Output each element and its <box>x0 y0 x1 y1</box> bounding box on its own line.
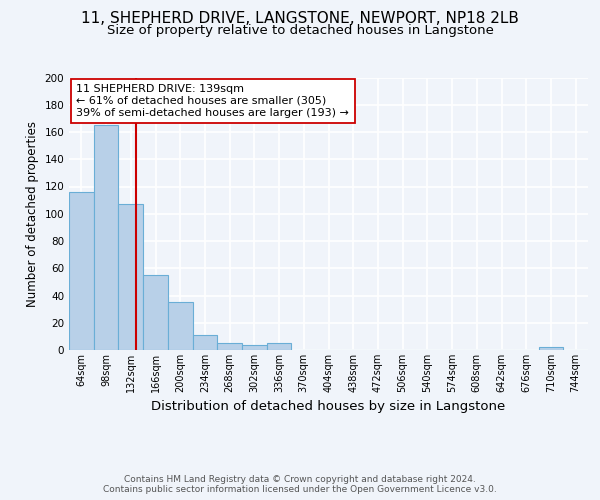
Bar <box>539 348 563 350</box>
X-axis label: Distribution of detached houses by size in Langstone: Distribution of detached houses by size … <box>151 400 506 413</box>
Bar <box>69 192 94 350</box>
Y-axis label: Number of detached properties: Number of detached properties <box>26 120 39 306</box>
Bar <box>217 343 242 350</box>
Text: Contains HM Land Registry data © Crown copyright and database right 2024.
Contai: Contains HM Land Registry data © Crown c… <box>103 474 497 494</box>
Bar <box>118 204 143 350</box>
Text: Size of property relative to detached houses in Langstone: Size of property relative to detached ho… <box>107 24 493 37</box>
Bar <box>143 275 168 350</box>
Bar <box>242 344 267 350</box>
Bar <box>267 343 292 350</box>
Text: 11 SHEPHERD DRIVE: 139sqm
← 61% of detached houses are smaller (305)
39% of semi: 11 SHEPHERD DRIVE: 139sqm ← 61% of detac… <box>76 84 349 117</box>
Bar <box>193 335 217 350</box>
Text: 11, SHEPHERD DRIVE, LANGSTONE, NEWPORT, NP18 2LB: 11, SHEPHERD DRIVE, LANGSTONE, NEWPORT, … <box>81 11 519 26</box>
Bar <box>94 125 118 350</box>
Bar <box>168 302 193 350</box>
